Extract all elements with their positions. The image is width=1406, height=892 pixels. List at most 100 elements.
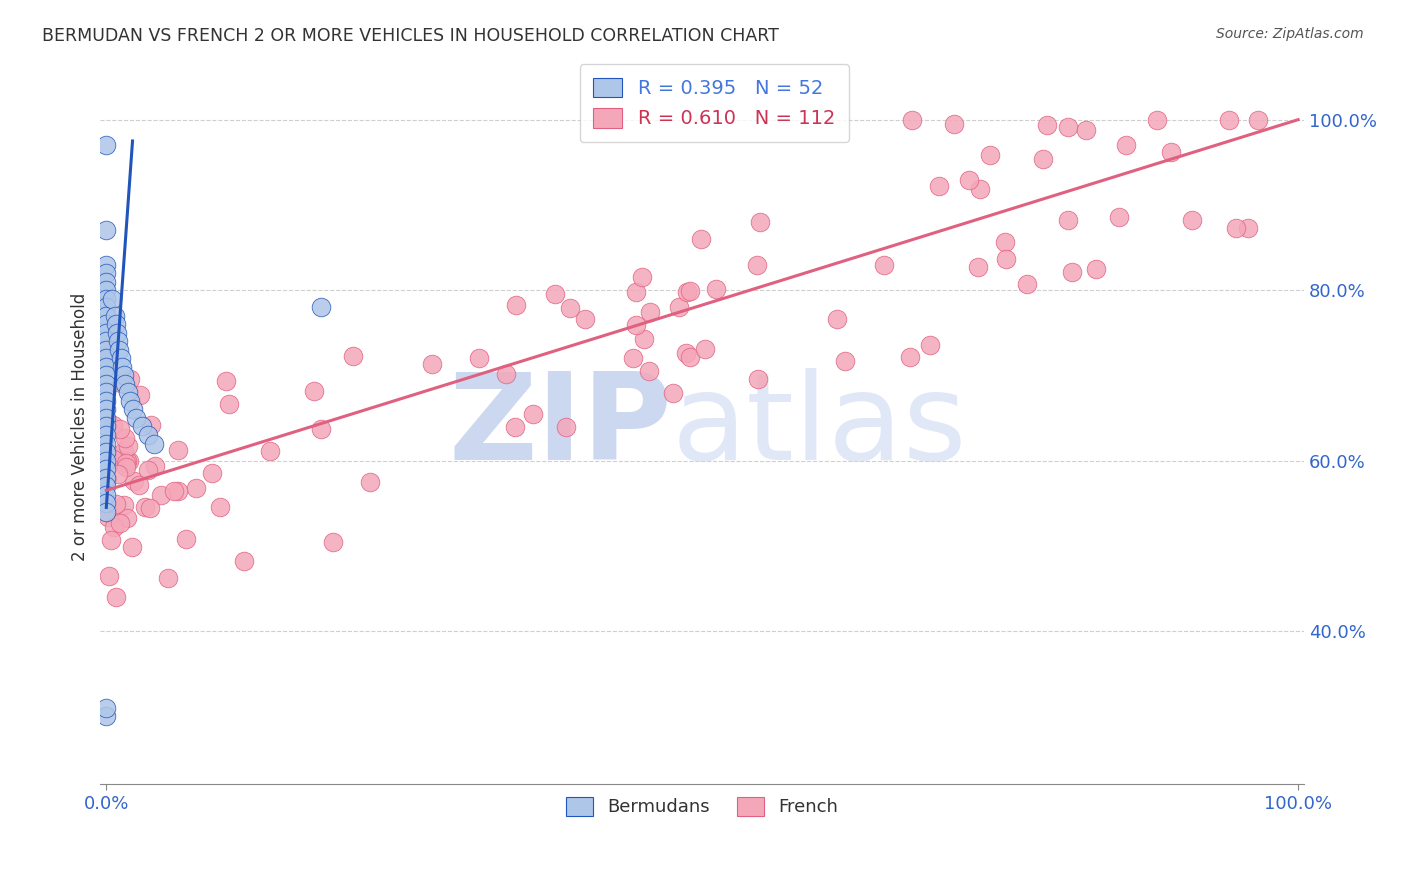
Point	[748, 215, 770, 229]
Point	[121, 540, 143, 554]
Point	[114, 431, 136, 445]
Point	[96, 496, 118, 510]
Point	[233, 554, 256, 568]
Point	[96, 326, 118, 340]
Point	[928, 179, 950, 194]
Point	[105, 497, 128, 511]
Point	[96, 700, 118, 714]
Point	[1076, 122, 1098, 136]
Point	[522, 407, 544, 421]
Point	[110, 351, 132, 366]
Point	[689, 232, 711, 246]
Point	[259, 444, 281, 458]
Point	[139, 500, 162, 515]
Point	[96, 258, 118, 272]
Point	[107, 334, 129, 349]
Point	[1160, 145, 1182, 160]
Point	[96, 138, 118, 153]
Point	[943, 117, 966, 131]
Point	[96, 300, 118, 314]
Point	[309, 422, 332, 436]
Point	[104, 590, 127, 604]
Point	[97, 510, 120, 524]
Point	[97, 348, 120, 362]
Point	[215, 374, 238, 388]
Point	[118, 454, 141, 468]
Point	[96, 351, 118, 366]
Point	[825, 311, 848, 326]
Point	[100, 533, 122, 547]
Point	[1146, 112, 1168, 127]
Point	[630, 269, 652, 284]
Point	[676, 285, 699, 299]
Point	[125, 411, 148, 425]
Point	[918, 337, 941, 351]
Point	[1015, 277, 1038, 292]
Point	[96, 275, 118, 289]
Point	[108, 343, 131, 357]
Point	[112, 368, 135, 383]
Point	[122, 474, 145, 488]
Point	[1218, 112, 1240, 127]
Text: ZIP: ZIP	[449, 368, 672, 485]
Point	[505, 297, 527, 311]
Point	[873, 258, 896, 272]
Point	[834, 354, 856, 368]
Point	[114, 460, 136, 475]
Point	[96, 283, 118, 297]
Point	[1062, 265, 1084, 279]
Point	[111, 359, 134, 374]
Point	[143, 458, 166, 473]
Point	[969, 182, 991, 196]
Point	[1115, 137, 1137, 152]
Point	[120, 393, 142, 408]
Point	[104, 317, 127, 331]
Point	[624, 318, 647, 332]
Point	[96, 453, 118, 467]
Point	[574, 312, 596, 326]
Point	[96, 368, 118, 383]
Legend: Bermudans, French: Bermudans, French	[557, 789, 848, 825]
Point	[96, 393, 118, 408]
Point	[96, 436, 118, 450]
Point	[96, 334, 118, 349]
Point	[108, 516, 131, 530]
Point	[110, 376, 132, 391]
Point	[624, 285, 647, 300]
Point	[544, 287, 567, 301]
Point	[167, 443, 190, 458]
Point	[105, 326, 128, 340]
Point	[679, 350, 702, 364]
Point	[96, 343, 118, 357]
Point	[1032, 153, 1054, 167]
Point	[979, 148, 1001, 162]
Point	[96, 470, 118, 484]
Point	[560, 301, 582, 315]
Point	[96, 223, 118, 237]
Point	[112, 444, 135, 458]
Point	[994, 252, 1017, 267]
Point	[143, 436, 166, 450]
Point	[131, 419, 153, 434]
Point	[141, 417, 163, 432]
Point	[108, 421, 131, 435]
Point	[554, 420, 576, 434]
Point	[1084, 261, 1107, 276]
Point	[112, 499, 135, 513]
Point	[957, 173, 980, 187]
Point	[1225, 221, 1247, 235]
Point	[96, 402, 118, 417]
Point	[101, 292, 124, 306]
Point	[309, 300, 332, 314]
Point	[115, 453, 138, 467]
Point	[96, 462, 118, 476]
Point	[96, 472, 118, 486]
Point	[1236, 221, 1258, 235]
Point	[96, 309, 118, 323]
Point	[117, 438, 139, 452]
Point	[114, 376, 136, 391]
Point	[359, 475, 381, 490]
Point	[174, 532, 197, 546]
Point	[420, 358, 443, 372]
Point	[208, 500, 231, 514]
